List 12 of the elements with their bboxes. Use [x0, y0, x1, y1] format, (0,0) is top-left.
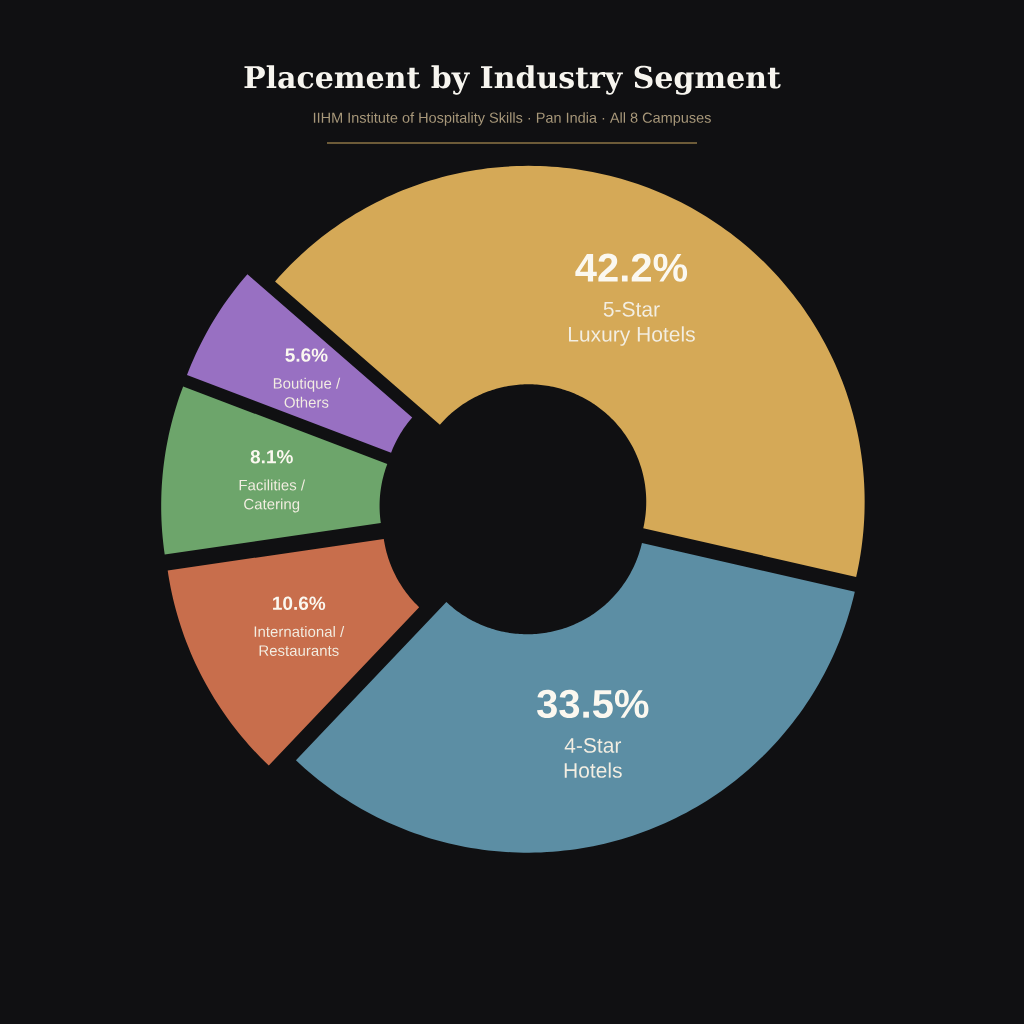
- slice-label: Facilities / Catering: [239, 479, 306, 513]
- data-label: 8.1%: [250, 450, 293, 464]
- slice-label: 5-Star Luxury Hotels: [568, 301, 695, 346]
- data-label: 10.6%: [273, 596, 326, 610]
- chart-title: Placement by Industry Segment: [244, 65, 781, 95]
- data-label: 33.5%: [537, 689, 649, 719]
- chart-subtitle: IIHM Institute of Hospitality Skills · Pan India · All 8 Campuses: [313, 112, 711, 126]
- slice-label: International / Restaurants: [254, 625, 345, 656]
- slice-label: Boutique / Others: [273, 377, 341, 408]
- data-label: 42.2%: [575, 253, 688, 282]
- slice-label: 4-Star Hotels: [564, 737, 622, 778]
- data-label: 5.6%: [285, 348, 328, 362]
